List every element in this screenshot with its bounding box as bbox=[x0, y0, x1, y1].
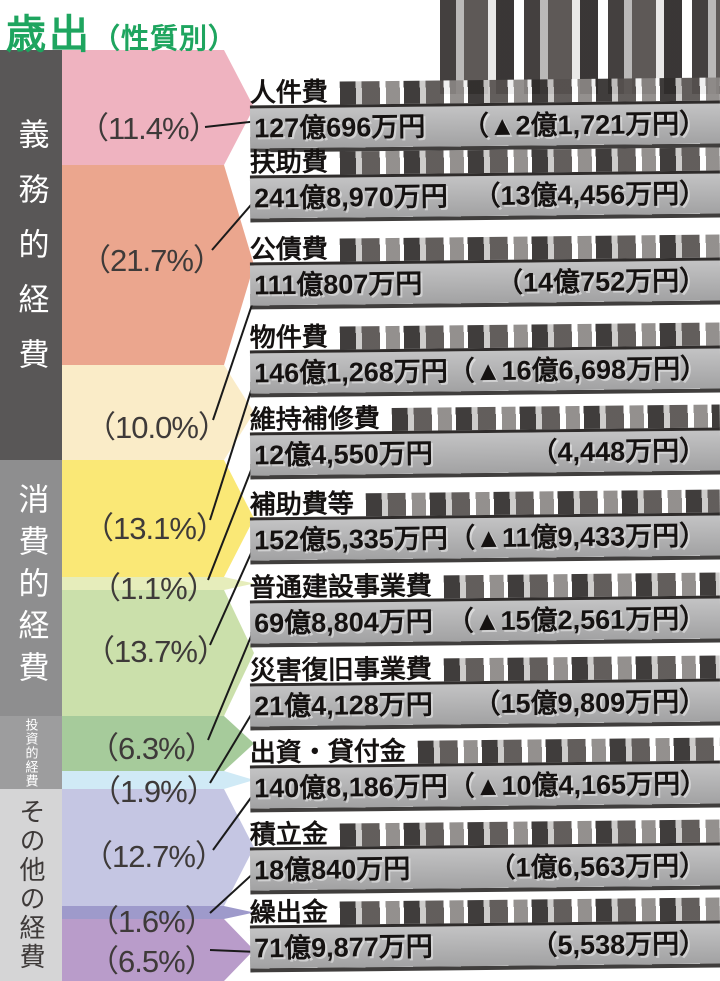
bar-segment-disaster bbox=[62, 771, 254, 789]
amount-ribbon: 18億840万円 （1億6,563万円） bbox=[249, 842, 720, 891]
percent-label: （6.3%） bbox=[88, 731, 216, 766]
item-amount: 21億4,128万円 bbox=[254, 689, 433, 721]
bar-segment-reserve bbox=[62, 906, 254, 919]
item-change: （▲2億1,721万円） bbox=[461, 108, 707, 141]
amount-ribbon: 146億1,268万円 （▲16億6,698万円） bbox=[249, 345, 720, 394]
page-title-main: 歳出 bbox=[6, 13, 92, 57]
group-band-investment: 投資的経費 bbox=[0, 716, 62, 789]
percent-label: （1.9%） bbox=[90, 774, 218, 809]
item-name: 公債費 bbox=[249, 233, 328, 265]
callout-row: 公債費 111億807万円 （14億752万円） bbox=[250, 231, 720, 306]
percent-label: （12.7%） bbox=[82, 839, 226, 874]
item-name: 繰出金 bbox=[249, 896, 328, 928]
callout-row: 普通建設事業費 69億8,804万円 （▲15億2,561万円） bbox=[250, 569, 720, 644]
item-change: （14億752万円） bbox=[495, 265, 707, 298]
callout-row: 補助費等 152億5,335万円 （▲11億9,433万円） bbox=[250, 486, 720, 561]
smear-texture bbox=[443, 572, 720, 599]
item-name: 扶助費 bbox=[249, 146, 328, 178]
percent-label: （1.6%） bbox=[88, 904, 216, 939]
item-amount: 69億8,804万円 bbox=[254, 606, 433, 638]
item-name: 出資・貸付金 bbox=[249, 735, 406, 768]
percent-label: （11.4%） bbox=[78, 111, 220, 146]
amount-ribbon: 111億807万円 （14億752万円） bbox=[249, 257, 720, 306]
item-change: （▲16億6,698万円） bbox=[447, 353, 708, 386]
group-label: その他の経費 bbox=[16, 798, 46, 972]
callout-row: 人件費 127億696万円 （▲2億1,721万円） bbox=[250, 74, 720, 149]
amount-ribbon: 21億4,128万円 （15億9,809万円） bbox=[249, 678, 720, 727]
item-name: 普通建設事業費 bbox=[249, 570, 432, 603]
callout-row: 扶助費 241億8,970万円 （13億4,456万円） bbox=[250, 144, 720, 219]
amount-ribbon: 152億5,335万円 （▲11億9,433万円） bbox=[249, 512, 720, 561]
percent-label: （6.5%） bbox=[88, 944, 216, 979]
item-change: （15億9,809万円） bbox=[473, 686, 707, 719]
page-title-sub: （性質別） bbox=[92, 23, 238, 54]
item-name: 災害復旧事業費 bbox=[249, 653, 432, 686]
callout-row: 物件費 146億1,268万円 （▲16億6,698万円） bbox=[250, 319, 720, 394]
amount-ribbon: 71億9,877万円 （5,538万円） bbox=[249, 920, 720, 969]
callout-row: 維持補修費 12億4,550万円 （4,448万円） bbox=[250, 401, 720, 476]
item-amount: 140億8,186万円 bbox=[254, 770, 448, 803]
item-name: 人件費 bbox=[249, 76, 328, 108]
item-amount: 18億840万円 bbox=[254, 853, 411, 885]
smear-texture bbox=[417, 737, 720, 764]
item-amount: 12億4,550万円 bbox=[254, 438, 433, 470]
bar-segment-personnel bbox=[62, 50, 254, 165]
amount-ribbon: 241億8,970万円 （13億4,456万円） bbox=[249, 170, 720, 219]
callout-row: 災害復旧事業費 21億4,128万円 （15億9,809万円） bbox=[250, 652, 720, 727]
amount-ribbon: 127億696万円 （▲2億1,721万円） bbox=[249, 100, 720, 149]
group-label: 消費的経費 bbox=[13, 483, 49, 693]
group-label: 義務的経費 bbox=[13, 117, 49, 393]
amount-ribbon: 140億8,186万円 （▲10億4,165万円） bbox=[249, 760, 720, 809]
callout-row: 出資・貸付金 140億8,186万円 （▲10億4,165万円） bbox=[250, 734, 720, 809]
group-band-other: その他の経費 bbox=[0, 789, 62, 981]
item-change: （4,448万円） bbox=[530, 435, 707, 468]
percent-label: （1.1%） bbox=[90, 571, 218, 606]
smear-texture bbox=[443, 655, 720, 682]
percent-label: （13.1%） bbox=[83, 511, 227, 546]
amount-ribbon: 12億4,550万円 （4,448万円） bbox=[249, 427, 720, 476]
percent-label: （21.7%） bbox=[80, 243, 224, 278]
group-band-consumption: 消費的経費 bbox=[0, 460, 62, 716]
item-amount: 146億1,268万円 bbox=[254, 355, 448, 388]
item-name: 物件費 bbox=[249, 321, 328, 353]
smear-texture bbox=[391, 404, 720, 431]
item-amount: 241億8,970万円 bbox=[254, 180, 448, 213]
callout-row: 繰出金 71億9,877万円 （5,538万円） bbox=[250, 894, 720, 969]
item-name: 維持補修費 bbox=[249, 403, 380, 435]
page-title: 歳出（性質別） bbox=[6, 2, 237, 60]
bar-segment-maintenance bbox=[62, 577, 254, 590]
item-amount: 127億696万円 bbox=[254, 111, 426, 143]
item-change: （▲11億9,433万円） bbox=[448, 520, 707, 553]
item-change: （▲15億2,561万円） bbox=[446, 603, 707, 636]
item-name: 補助費等 bbox=[249, 488, 354, 520]
item-amount: 71億9,877万円 bbox=[254, 931, 433, 963]
percent-label: （13.7%） bbox=[84, 634, 228, 669]
item-change: （13億4,456万円） bbox=[473, 178, 707, 211]
item-amount: 152億5,335万円 bbox=[254, 522, 448, 555]
item-change: （1億6,563万円） bbox=[488, 850, 707, 883]
item-change: （▲10億4,165万円） bbox=[447, 768, 708, 801]
item-amount: 111億807万円 bbox=[254, 268, 423, 300]
item-change: （5,538万円） bbox=[530, 928, 707, 961]
amount-ribbon: 69億8,804万円 （▲15億2,561万円） bbox=[249, 595, 720, 644]
group-band-obligatory: 義務的経費 bbox=[0, 50, 62, 460]
callout-row: 積立金 18億840万円 （1億6,563万円） bbox=[250, 816, 720, 891]
percent-label: （10.0%） bbox=[85, 410, 229, 445]
group-label: 投資的経費 bbox=[23, 717, 39, 788]
item-name: 積立金 bbox=[249, 818, 328, 850]
